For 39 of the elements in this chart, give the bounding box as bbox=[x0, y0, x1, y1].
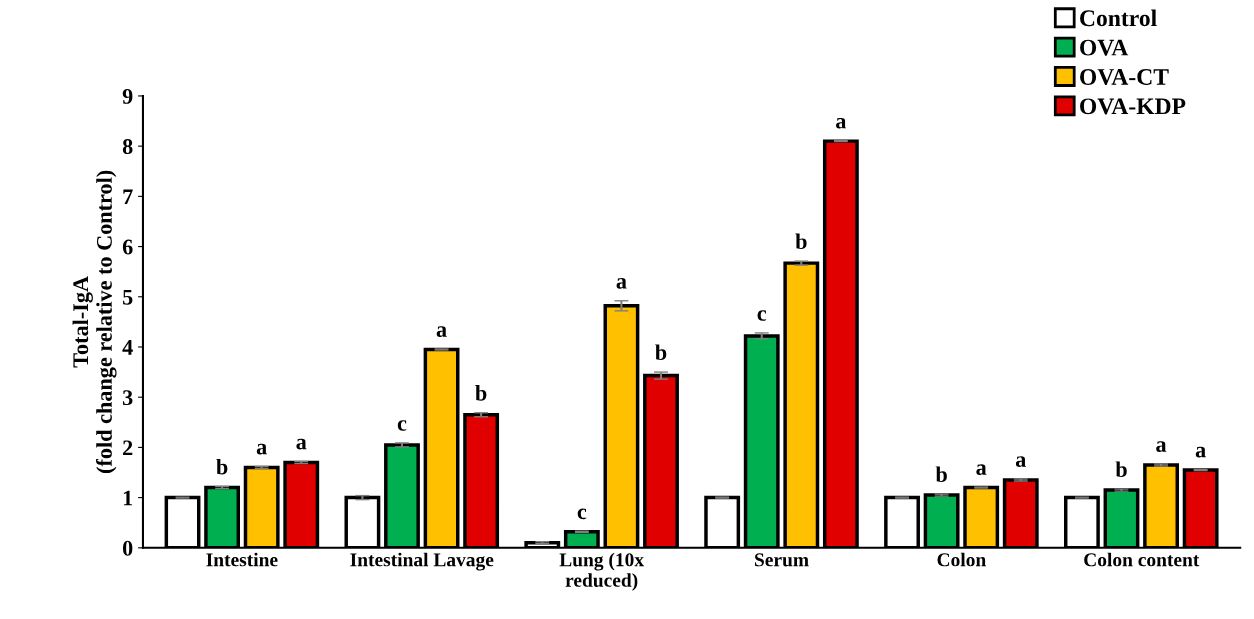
y-tick-label: 9 bbox=[122, 88, 133, 104]
data-label: a bbox=[976, 464, 987, 476]
data-label: b bbox=[1115, 461, 1127, 478]
y-tick-label: 1 bbox=[123, 490, 133, 506]
x-tick-label: Serum bbox=[755, 553, 809, 567]
y-tick-label: 3 bbox=[122, 390, 133, 406]
data-label: b bbox=[655, 344, 667, 361]
data-label: a bbox=[616, 278, 627, 289]
data-label: c bbox=[397, 420, 407, 431]
data-label: c bbox=[577, 508, 587, 520]
y-axis-title: Total-IgA (fold change relative to Control) bbox=[72, 170, 117, 473]
data-label: a bbox=[296, 438, 307, 450]
x-tick-label: Colon content bbox=[1084, 552, 1200, 567]
data-label: a bbox=[256, 443, 267, 455]
data-label: a bbox=[436, 326, 447, 337]
legend-label: OVA-KDP bbox=[1080, 98, 1186, 115]
legend-label: Control bbox=[1080, 9, 1157, 27]
y-tick-label: 0 bbox=[122, 540, 133, 556]
x-tick-label: Intestine bbox=[206, 552, 278, 567]
legend-label: OVA bbox=[1080, 39, 1129, 56]
data-label: b bbox=[475, 385, 487, 401]
y-tick-label: 8 bbox=[122, 139, 133, 155]
x-tick-label: Intestinal Lavage bbox=[350, 552, 494, 571]
data-label: a bbox=[1015, 456, 1026, 467]
y-tick-label: 4 bbox=[122, 340, 133, 355]
data-label: b bbox=[795, 233, 807, 250]
y-tick-label: 7 bbox=[123, 189, 133, 205]
legend-label: OVA-CT bbox=[1080, 69, 1169, 86]
data-label: b bbox=[935, 466, 947, 483]
data-label: a bbox=[1156, 441, 1167, 452]
x-tick-label: Colon bbox=[937, 552, 986, 567]
y-tick-label: 2 bbox=[123, 440, 133, 456]
data-label: a bbox=[836, 117, 847, 129]
y-tick-label: 6 bbox=[122, 239, 133, 255]
x-tick-label: Lung (10x reduced) bbox=[559, 552, 644, 591]
data-label: c bbox=[757, 310, 767, 321]
data-label: a bbox=[1195, 446, 1206, 458]
data-label: b bbox=[216, 458, 228, 475]
y-tick-label: 5 bbox=[123, 289, 133, 305]
